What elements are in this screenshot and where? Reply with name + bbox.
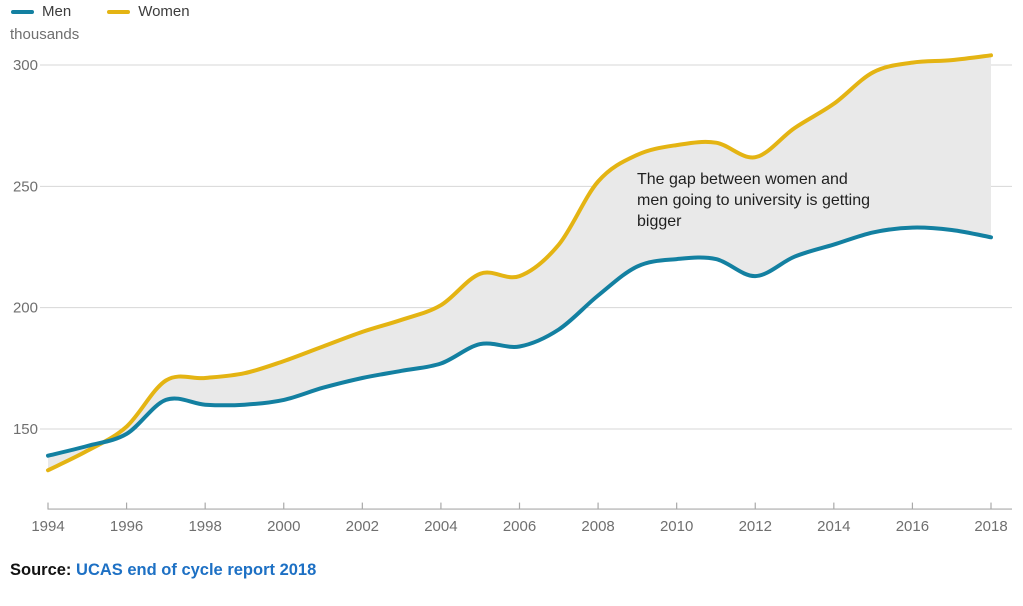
svg-text:2006: 2006 — [503, 518, 536, 535]
svg-text:300: 300 — [13, 57, 38, 74]
line-chart: 150 200 250 300 1994 1996 1998 2000 2002 2004 2006… — [13, 53, 1012, 535]
svg-text:2010: 2010 — [660, 518, 693, 535]
men-line-swatch — [11, 9, 34, 14]
y-axis-unit-label: thousands — [10, 26, 80, 43]
svg-text:2000: 2000 — [267, 518, 300, 535]
annotation-line-2: men going to university is getting — [637, 192, 871, 209]
source-link[interactable]: UCAS end of cycle report 2018 — [76, 561, 317, 579]
annotation-line-1: The gap between women and — [637, 171, 848, 188]
svg-text:250: 250 — [13, 178, 38, 195]
svg-text:2002: 2002 — [346, 518, 379, 535]
legend-item-women: Women — [107, 3, 190, 20]
svg-text:2016: 2016 — [896, 518, 929, 535]
source-line: Source: UCAS end of cycle report 2018 — [10, 561, 316, 580]
svg-text:150: 150 — [13, 421, 38, 438]
svg-text:1994: 1994 — [31, 518, 64, 535]
svg-text:2018: 2018 — [974, 518, 1007, 535]
svg-text:2008: 2008 — [581, 518, 614, 535]
women-line-swatch — [107, 9, 131, 14]
annotation-line-3: bigger — [637, 213, 682, 230]
svg-text:1996: 1996 — [110, 518, 143, 535]
legend-label-women: Women — [138, 3, 190, 20]
svg-text:2012: 2012 — [739, 518, 772, 535]
legend-label-men: Men — [42, 3, 72, 20]
legend-item-men: Men — [11, 3, 71, 20]
chart-legend: Men Women — [11, 3, 216, 20]
source-prefix-label: Source: — [10, 561, 72, 579]
svg-text:2014: 2014 — [817, 518, 850, 535]
svg-text:1998: 1998 — [188, 518, 221, 535]
chart-annotation: The gap between women and men going to u… — [637, 169, 911, 232]
svg-text:200: 200 — [13, 300, 38, 317]
svg-text:2004: 2004 — [424, 518, 457, 535]
